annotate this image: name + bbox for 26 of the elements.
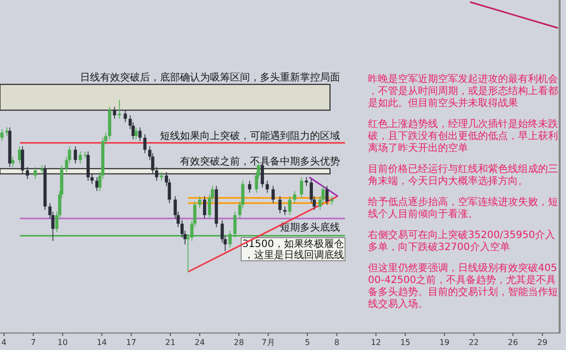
annotation: 但这里仍然要强调，日线级别有效突破40500-42500之前，不具备趋势，尤其是不具备多头趋势。目前的交易计划，智能当作短线交易入场。 [368, 263, 558, 310]
annotation: 目前价格已经运行与红线和紫色线组成的三角末端，今天日内大概率选择方向。 [368, 164, 558, 187]
x-tick: 29 [537, 338, 548, 347]
line-label: 有效突破之前，不具备中期多头优势 [180, 156, 340, 168]
x-tick: 7月 [262, 338, 275, 347]
x-tick: 4 [1, 338, 6, 347]
x-tick: 28 [234, 338, 244, 347]
x-tick: 21 [165, 338, 176, 347]
x-tick: 24 [194, 338, 205, 347]
line-label: 短线如果向上突破，可能遇到阻力的区域 [160, 130, 340, 142]
x-tick: 17 [126, 338, 136, 347]
x-tick: 8 [334, 338, 340, 347]
annotation: 红色上涨趋势线，经理几次插针是始终未跌破，且下跌没有创出更低的低点，早上获利离场了昨天开出的空单 [368, 119, 558, 154]
annotation: 右侧交易可在向上突破35200/35950介入多单，向下跌破32700介入空单 [368, 230, 555, 253]
x-tick: 5 [304, 338, 310, 347]
annotation: 给予低点逐步抬高，空军连续进攻失败，短线个人目前倾向于看涨。 [368, 197, 558, 220]
x-tick: 26 [508, 338, 518, 347]
x-tick: 7 [30, 338, 36, 347]
x-tick: 10 [58, 338, 68, 347]
x-tick: 12 [370, 338, 381, 347]
annotation: 昨晚是空军近期空军发起进攻的最有利机会，不管是从时间周期，或是形态结构上看都是如此。但目前空头并未取得战果 [368, 74, 558, 109]
x-tick: 19 [439, 338, 450, 347]
x-tick: 14 [96, 338, 107, 347]
line-label: 日线有效突破后，底部确认为吸筹区间，多头重新掌控局面 [80, 72, 340, 84]
x-tick: 22 [468, 338, 479, 347]
x-tick: 15 [400, 338, 410, 347]
